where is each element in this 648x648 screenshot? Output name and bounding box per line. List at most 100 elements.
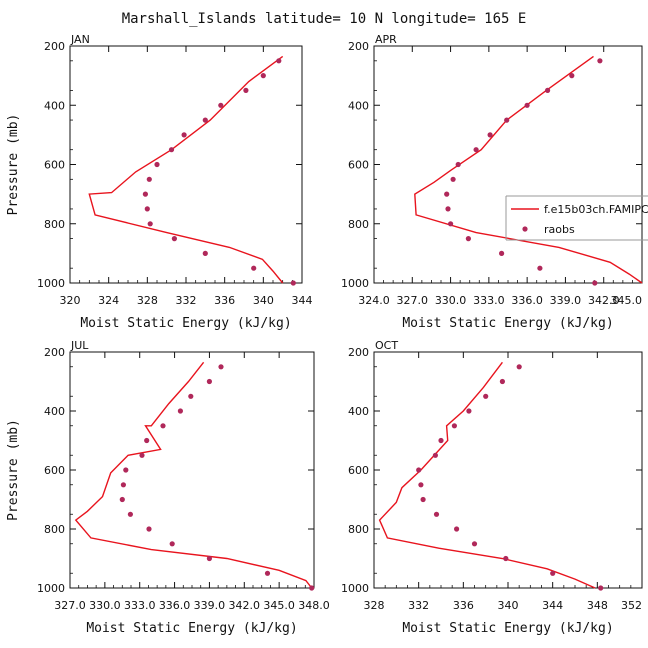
y-tick-label: 1000 [341,277,369,290]
y-tick-label: 400 [44,405,65,418]
x-tick-label: 327.0 [54,599,86,612]
y-tick-label: 800 [348,523,369,536]
x-tick-label: 344 [292,294,313,307]
raobs-point [127,511,133,517]
panel-label: JUL [70,339,89,352]
x-tick-label: 344 [542,599,563,612]
model-profile-line [378,361,596,589]
raobs-point [537,265,543,271]
x-axis-label: Moist Static Energy (kJ/kg) [402,316,613,331]
raobs-point [181,132,187,138]
raobs-point [309,585,315,591]
y-tick-label: 200 [348,40,369,53]
raobs-point [433,511,440,517]
plot-frame [373,45,643,284]
raobs-point [471,541,478,547]
raobs-point [120,482,126,488]
raobs-point [171,236,177,242]
x-tick-label: 336.0 [159,599,191,612]
raobs-point [454,526,460,532]
x-tick-label: 340 [253,294,274,307]
raobs-point [569,73,575,79]
raobs-point [243,87,249,93]
plot-frame [69,351,315,589]
plot-frame [69,45,303,284]
raobs-point [206,378,212,385]
legend-entry-raobs: raobs [544,223,575,236]
x-tick-label: 342.0 [588,294,620,307]
chart-panel-oct: OCT 328 332 336 340 344 348 352 200 400 600 800 1000… [341,339,643,636]
legend: f.e15b03ch.FAMIPC5 raobs [505,195,648,241]
y-tick-label: 1000 [341,582,369,595]
raobs-point [516,364,522,370]
y-tick-label: 600 [44,464,65,477]
y-tick-label: 200 [44,346,65,359]
raobs-point [264,570,271,576]
raobs-point [218,102,224,108]
y-tick-label: 1000 [37,277,65,290]
x-tick-label: 332 [176,294,197,307]
raobs-point [473,147,479,153]
x-tick-label: 336.0 [511,294,543,307]
x-tick-label: 348.0 [298,599,330,612]
raobs-point [592,280,598,286]
raobs-point [202,117,208,123]
chart-panel-apr: APR 324.0 327.0 330.0 333.0 336.0 339.0 342.034… [341,33,648,331]
x-tick-label: 352 [621,599,642,612]
x-tick-label: 340 [498,599,519,612]
raobs-point [160,423,166,429]
x-tick-label: 327.0 [397,294,429,307]
x-tick-label: 324 [98,294,119,307]
raobs-point [206,555,212,562]
x-tick-label: 328 [364,599,385,612]
model-profile-line [74,361,313,589]
raobs-point [432,452,438,458]
raobs-point [144,206,150,212]
x-tick-label: 333.0 [124,599,156,612]
y-tick-label: 400 [348,99,369,112]
x-tick-label: 348 [587,599,608,612]
panel-label: OCT [375,339,398,352]
raobs-point [177,408,183,414]
raobs-point [202,250,208,256]
raobs-point [455,161,461,168]
raobs-point [251,265,257,271]
raobs-point [438,437,444,444]
y-tick-label: 600 [348,464,369,477]
x-axis-label: Moist Static Energy (kJ/kg) [86,621,297,636]
raobs-point [139,452,145,458]
raobs-point [451,423,457,429]
y-tick-label: 600 [44,159,65,172]
raobs-point [123,467,129,473]
raobs-point [276,58,282,64]
y-tick-label: 400 [348,405,369,418]
x-tick-label: 324.0 [358,294,390,307]
x-tick-label: 345.0 [263,599,295,612]
raobs-point [466,408,472,414]
raobs-point [260,73,266,79]
raobs-point [545,87,551,93]
raobs-point [290,280,296,286]
x-tick-label: 336 [453,599,474,612]
y-axis-label: Pressure (mb) [6,114,21,216]
raobs-point [146,176,152,182]
legend-entry-model: f.e15b03ch.FAMIPC5 [544,203,648,216]
raobs-point [448,221,454,227]
y-axis-label: Pressure (mb) [6,419,21,521]
model-profile-line [88,55,284,284]
x-tick-label: 339.0 [550,294,582,307]
raobs-point [154,161,160,168]
y-tick-label: 800 [44,523,65,536]
raobs-point [524,102,530,108]
legend-dot-swatch [522,226,528,232]
raobs-point [444,191,450,197]
x-tick-label: 336 [214,294,235,307]
raobs-point [450,176,456,182]
raobs-point [504,117,510,123]
y-tick-label: 200 [348,346,369,359]
y-tick-label: 800 [348,218,369,231]
raobs-point [445,206,451,212]
raobs-point [147,221,153,227]
raobs-point [188,393,194,399]
